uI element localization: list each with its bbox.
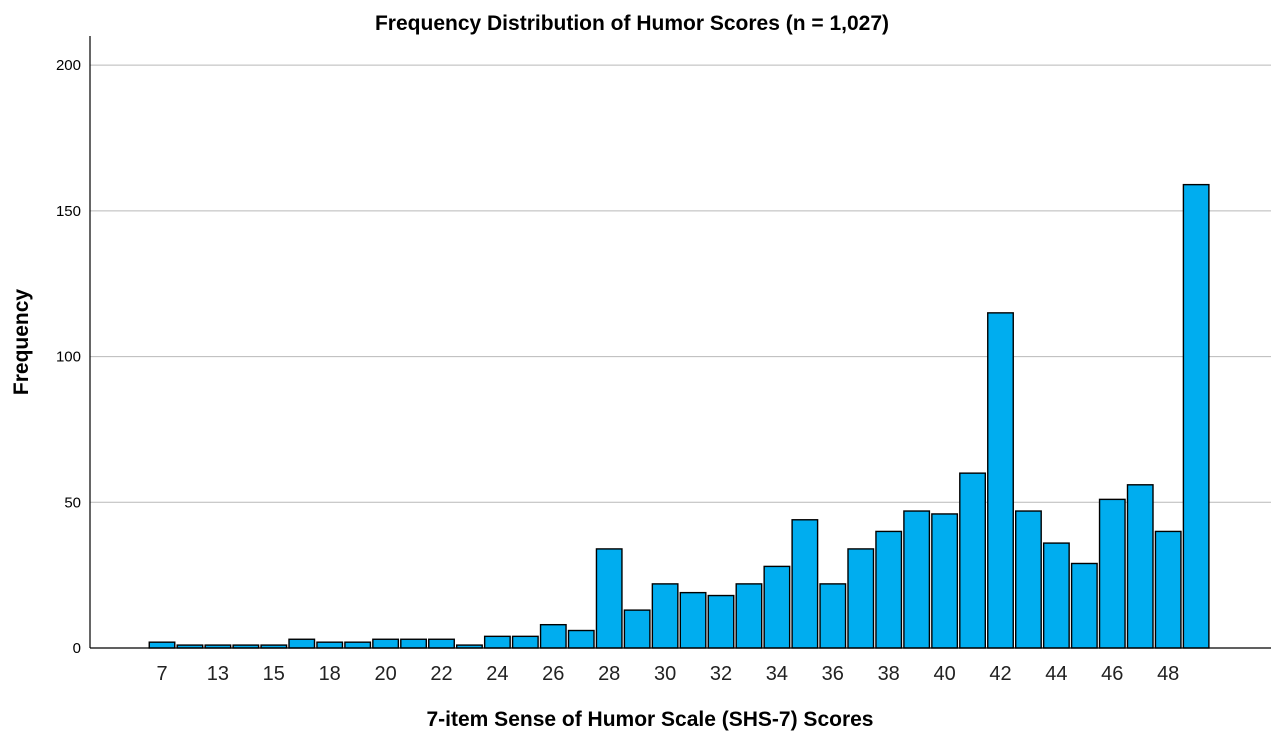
- x-tick-label: 13: [207, 663, 229, 685]
- bar: [567, 629, 595, 649]
- y-tick-label: 200: [56, 57, 81, 74]
- bar: [791, 519, 819, 649]
- axes: [89, 36, 1271, 649]
- bar: [763, 565, 791, 649]
- gridlines: [90, 64, 1271, 503]
- bar: [1182, 183, 1210, 649]
- bar: [1042, 542, 1070, 649]
- x-tick-label: 40: [933, 663, 955, 685]
- x-tick-label: 48: [1157, 663, 1179, 685]
- bar: [903, 510, 931, 649]
- chart-title: Frequency Distribution of Humor Scores (…: [375, 12, 889, 35]
- x-tick-labels: 7 13 15 18 20 22 24 26 28 30 32 34 36 38 40 42 44 46 48: [156, 663, 1179, 685]
- x-tick-label: 38: [878, 663, 900, 685]
- bar: [148, 641, 176, 649]
- bar: [344, 641, 372, 649]
- y-tick-label: 0: [73, 640, 81, 657]
- bar: [819, 583, 847, 649]
- bar: [316, 641, 344, 649]
- bar: [539, 623, 567, 649]
- y-tick-label: 50: [64, 494, 81, 511]
- bar: [651, 583, 679, 649]
- bar: [847, 548, 875, 649]
- bar: [931, 513, 959, 649]
- bar: [1070, 562, 1098, 649]
- x-tick-label: 15: [263, 663, 285, 685]
- bar: [372, 638, 400, 649]
- x-tick-label: 46: [1101, 663, 1123, 685]
- bar: [288, 638, 316, 649]
- bar: [987, 312, 1014, 649]
- bar: [1126, 484, 1154, 649]
- bar: [1015, 510, 1042, 649]
- bar: [400, 638, 427, 649]
- y-axis-label: Frequency: [10, 289, 33, 396]
- bar: [959, 472, 986, 649]
- y-tick-labels: 0 50 100 150 200: [56, 57, 81, 657]
- x-tick-label: 24: [486, 663, 508, 685]
- x-tick-label: 18: [319, 663, 341, 685]
- x-tick-label: 36: [822, 663, 844, 685]
- bar: [707, 594, 735, 649]
- x-tick-label: 20: [374, 663, 396, 685]
- bar: [595, 548, 623, 649]
- x-tick-label: 44: [1045, 663, 1067, 685]
- bar: [428, 638, 455, 649]
- bar: [875, 530, 903, 649]
- x-tick-label: 32: [710, 663, 732, 685]
- bar: [511, 635, 539, 649]
- x-tick-label: 22: [430, 663, 452, 685]
- bar: [623, 609, 651, 649]
- bar: [735, 583, 763, 649]
- x-tick-label: 7: [156, 663, 167, 685]
- x-tick-label: 34: [766, 663, 788, 685]
- x-tick-label: 42: [989, 663, 1011, 685]
- x-tick-label: 28: [598, 663, 620, 685]
- y-tick-label: 150: [56, 203, 81, 220]
- x-axis-label: 7-item Sense of Humor Scale (SHS-7) Scor…: [427, 708, 874, 731]
- bars: [148, 183, 1210, 649]
- bar: [483, 635, 511, 649]
- bar: [679, 591, 707, 649]
- y-tick-label: 100: [56, 349, 81, 366]
- bar: [1154, 530, 1182, 649]
- x-tick-label: 30: [654, 663, 676, 685]
- bar: [1098, 498, 1126, 649]
- x-tick-label: 26: [542, 663, 564, 685]
